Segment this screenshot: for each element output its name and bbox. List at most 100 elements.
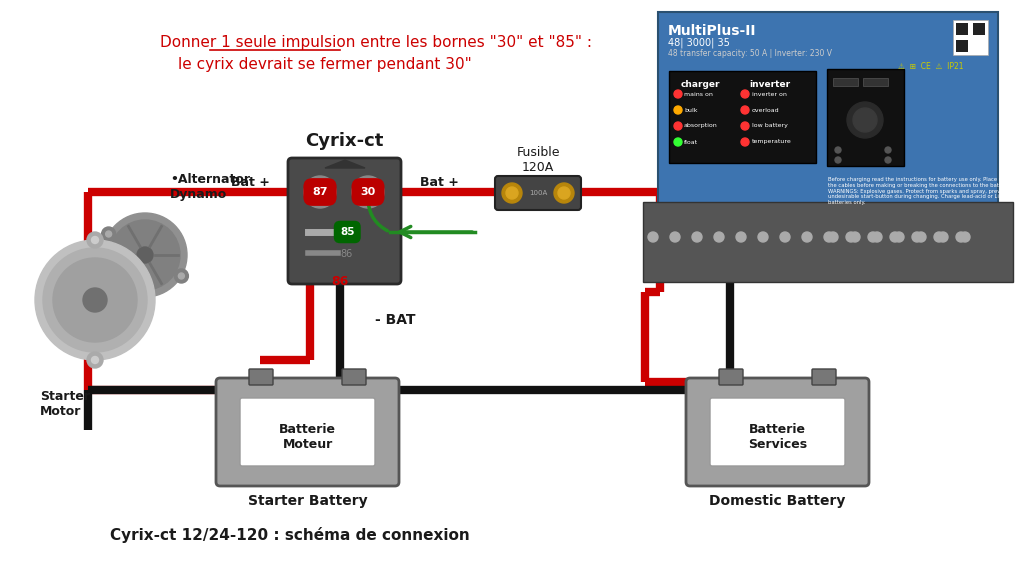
Circle shape	[648, 232, 658, 242]
FancyBboxPatch shape	[827, 69, 904, 166]
Circle shape	[741, 106, 749, 114]
Text: 85: 85	[340, 227, 354, 237]
Text: 100A: 100A	[528, 190, 547, 196]
Circle shape	[358, 182, 378, 202]
Text: Batterie
Services: Batterie Services	[748, 423, 807, 451]
Text: ⚠  ⊞  CE  ⚠  IP21: ⚠ ⊞ CE ⚠ IP21	[898, 62, 964, 71]
Circle shape	[558, 187, 570, 199]
Text: mains on: mains on	[684, 92, 713, 97]
Circle shape	[670, 232, 680, 242]
Circle shape	[872, 232, 882, 242]
Circle shape	[692, 232, 702, 242]
FancyBboxPatch shape	[956, 40, 968, 52]
Circle shape	[758, 232, 768, 242]
Text: 48 transfer capacity: 50 A | Inverter: 230 V: 48 transfer capacity: 50 A | Inverter: 2…	[668, 49, 831, 58]
Circle shape	[938, 232, 948, 242]
Text: inverter on: inverter on	[752, 92, 786, 97]
Circle shape	[554, 183, 574, 203]
Circle shape	[178, 273, 184, 279]
Circle shape	[674, 106, 682, 114]
FancyBboxPatch shape	[956, 23, 968, 35]
Circle shape	[853, 108, 877, 132]
Text: inverter: inverter	[750, 80, 791, 89]
Text: Starter Battery: Starter Battery	[248, 494, 368, 508]
FancyBboxPatch shape	[973, 23, 985, 35]
Circle shape	[835, 157, 841, 163]
FancyBboxPatch shape	[249, 369, 273, 385]
FancyBboxPatch shape	[288, 158, 401, 284]
Text: 30: 30	[360, 187, 376, 197]
Circle shape	[304, 176, 336, 208]
Text: Starter
Motor: Starter Motor	[40, 390, 90, 418]
Circle shape	[35, 240, 155, 360]
FancyBboxPatch shape	[833, 78, 858, 86]
Circle shape	[110, 220, 180, 290]
Circle shape	[828, 232, 838, 242]
Text: Cyrix-ct 12/24-120 : schéma de connexion: Cyrix-ct 12/24-120 : schéma de connexion	[110, 527, 470, 543]
Circle shape	[174, 269, 188, 283]
Circle shape	[714, 232, 724, 242]
Circle shape	[912, 232, 922, 242]
Text: •Alternator
Dynamo: •Alternator Dynamo	[170, 173, 250, 201]
Text: absorption: absorption	[684, 124, 718, 129]
Circle shape	[780, 232, 790, 242]
Text: Donner 1 seule impulsion entre les bornes "30" et "85" :: Donner 1 seule impulsion entre les borne…	[160, 35, 592, 51]
Circle shape	[741, 90, 749, 98]
Circle shape	[674, 138, 682, 146]
FancyBboxPatch shape	[953, 20, 988, 55]
Text: Fusible
120A: Fusible 120A	[516, 146, 560, 174]
FancyBboxPatch shape	[669, 71, 816, 163]
Circle shape	[352, 176, 384, 208]
Circle shape	[890, 232, 900, 242]
Circle shape	[506, 187, 518, 199]
Text: overload: overload	[752, 107, 779, 112]
Circle shape	[741, 122, 749, 130]
Circle shape	[674, 90, 682, 98]
Text: MultiPlus-II: MultiPlus-II	[668, 24, 757, 38]
Text: 87: 87	[312, 187, 328, 197]
Circle shape	[846, 232, 856, 242]
Text: float: float	[684, 139, 698, 144]
Circle shape	[502, 183, 522, 203]
FancyBboxPatch shape	[710, 398, 845, 466]
Text: charger: charger	[680, 80, 720, 89]
Circle shape	[103, 213, 187, 297]
Text: Bat +: Bat +	[420, 175, 459, 188]
Circle shape	[956, 232, 966, 242]
Circle shape	[885, 157, 891, 163]
Circle shape	[91, 356, 98, 364]
Circle shape	[850, 232, 860, 242]
Text: le cyrix devrait se fermer pendant 30": le cyrix devrait se fermer pendant 30"	[178, 57, 472, 72]
Circle shape	[934, 232, 944, 242]
FancyBboxPatch shape	[342, 369, 366, 385]
Text: 86: 86	[332, 275, 348, 288]
Text: Before charging read the instructions for battery use only. Place correct
the ca: Before charging read the instructions fo…	[828, 177, 1017, 205]
Text: low battery: low battery	[752, 124, 787, 129]
Text: Domestic Battery: Domestic Battery	[710, 494, 846, 508]
Circle shape	[835, 147, 841, 153]
Text: bulk: bulk	[684, 107, 697, 112]
Text: Bat +: Bat +	[231, 175, 270, 188]
Circle shape	[916, 232, 926, 242]
Polygon shape	[325, 160, 365, 168]
Circle shape	[894, 232, 904, 242]
Circle shape	[824, 232, 834, 242]
Circle shape	[137, 247, 153, 263]
Circle shape	[885, 147, 891, 153]
Text: - BAT: - BAT	[375, 313, 416, 327]
Circle shape	[847, 102, 883, 138]
Circle shape	[43, 248, 147, 352]
Circle shape	[736, 232, 746, 242]
Circle shape	[83, 288, 106, 312]
Text: Batterie
Moteur: Batterie Moteur	[279, 423, 336, 451]
FancyBboxPatch shape	[686, 378, 869, 486]
FancyBboxPatch shape	[863, 78, 888, 86]
Circle shape	[674, 122, 682, 130]
Text: Cyrix-ct: Cyrix-ct	[305, 132, 383, 150]
Circle shape	[310, 182, 330, 202]
FancyBboxPatch shape	[643, 202, 1013, 282]
Circle shape	[53, 258, 137, 342]
FancyBboxPatch shape	[216, 378, 399, 486]
Text: 48| 3000| 35: 48| 3000| 35	[668, 38, 730, 48]
Circle shape	[961, 232, 970, 242]
